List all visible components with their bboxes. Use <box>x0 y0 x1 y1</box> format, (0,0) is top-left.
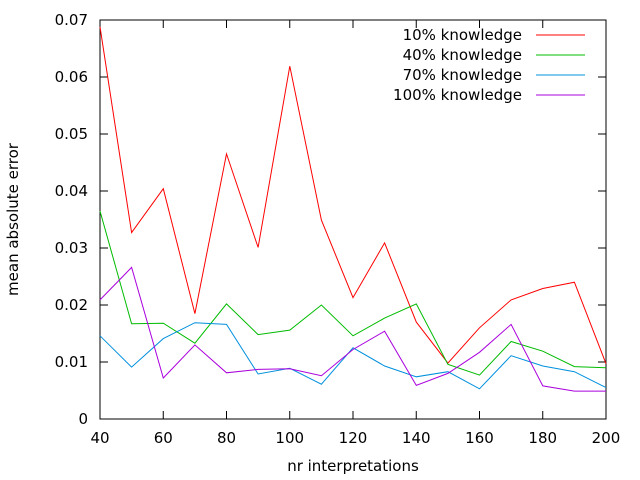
legend-label-1: 10% knowledge <box>403 26 522 44</box>
x-axis-label: nr interpretations <box>287 457 419 475</box>
x-tick-label: 120 <box>339 429 368 447</box>
y-tick-label: 0.07 <box>55 11 88 29</box>
x-tick-label: 60 <box>154 429 173 447</box>
x-tick-label: 40 <box>90 429 109 447</box>
x-tick-label: 140 <box>402 429 431 447</box>
plot-frame <box>99 19 607 420</box>
x-tick-label: 80 <box>217 429 236 447</box>
series-lines <box>99 26 607 392</box>
x-tick-label: 180 <box>528 429 557 447</box>
series-line-1 <box>99 26 607 364</box>
legend-label-3: 70% knowledge <box>403 66 522 84</box>
series-line-4 <box>99 266 606 392</box>
y-tick-label: 0.03 <box>55 239 88 257</box>
y-tick-label: 0 <box>78 410 88 428</box>
y-tick-label: 0.01 <box>55 353 88 371</box>
y-tick-label: 0.05 <box>55 125 88 143</box>
x-tick-label: 200 <box>592 429 621 447</box>
axis-ticks: 40 60 80 100 120 140 160 180 200 0 0.01 0.02 0.03 0.0… <box>55 11 621 447</box>
legend: 10% knowledge 40% knowledge 70% knowledge 1… <box>393 26 585 104</box>
legend-label-2: 40% knowledge <box>403 46 522 64</box>
legend-label-4: 100% knowledge <box>393 86 522 104</box>
y-tick-label: 0.04 <box>55 182 88 200</box>
x-tick-label: 160 <box>465 429 494 447</box>
x-tick-label: 100 <box>275 429 304 447</box>
y-tick-label: 0.06 <box>55 68 88 86</box>
y-tick-label: 0.02 <box>55 296 88 314</box>
series-line-3 <box>99 322 607 390</box>
y-axis-label: mean absolute error <box>4 142 22 296</box>
